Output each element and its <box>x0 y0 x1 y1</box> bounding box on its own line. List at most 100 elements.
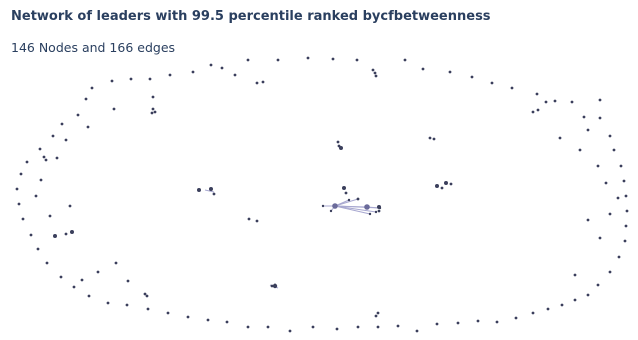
network-node[interactable] <box>616 196 620 200</box>
network-node[interactable] <box>428 136 432 140</box>
network-node[interactable] <box>624 224 628 228</box>
network-node[interactable] <box>72 285 76 289</box>
network-node[interactable] <box>255 219 259 223</box>
network-node[interactable] <box>435 184 439 188</box>
network-node[interactable] <box>510 86 514 90</box>
network-node[interactable] <box>272 283 278 289</box>
network-node[interactable] <box>168 73 172 77</box>
network-node[interactable] <box>444 181 448 185</box>
network-node[interactable] <box>150 111 154 115</box>
network-node[interactable] <box>64 138 68 142</box>
network-node[interactable] <box>376 325 380 329</box>
network-node[interactable] <box>125 303 129 307</box>
network-node[interactable] <box>432 137 436 141</box>
network-node[interactable] <box>335 327 339 331</box>
network-node[interactable] <box>415 329 419 333</box>
network-node[interactable] <box>355 58 359 62</box>
network-node[interactable] <box>255 81 259 85</box>
network-node[interactable] <box>21 217 25 221</box>
network-node[interactable] <box>625 209 629 213</box>
network-node[interactable] <box>374 74 378 78</box>
network-node[interactable] <box>44 158 48 162</box>
network-node[interactable] <box>64 232 68 236</box>
network-node[interactable] <box>321 204 325 208</box>
network-node[interactable] <box>311 325 315 329</box>
network-node[interactable] <box>19 172 23 176</box>
network-node[interactable] <box>560 303 564 307</box>
network-node[interactable] <box>396 324 400 328</box>
network-node[interactable] <box>87 294 91 298</box>
network-node[interactable] <box>582 115 586 119</box>
network-node[interactable] <box>197 188 201 192</box>
network-node[interactable] <box>449 182 453 186</box>
network-node[interactable] <box>476 319 480 323</box>
network-node[interactable] <box>42 155 46 159</box>
network-node[interactable] <box>373 71 377 75</box>
network-node[interactable] <box>344 191 348 195</box>
network-node[interactable] <box>80 278 84 282</box>
network-node[interactable] <box>612 148 616 152</box>
network-node[interactable] <box>553 99 557 103</box>
network-node[interactable] <box>84 97 88 101</box>
network-node[interactable] <box>608 270 612 274</box>
network-node[interactable] <box>596 164 600 168</box>
network-node[interactable] <box>247 217 251 221</box>
network-node[interactable] <box>86 125 90 129</box>
network-node[interactable] <box>59 275 63 279</box>
network-node[interactable] <box>558 136 562 140</box>
network-node[interactable] <box>374 210 378 214</box>
network-node[interactable] <box>598 236 602 240</box>
network-hub-node[interactable] <box>364 204 370 210</box>
network-node[interactable] <box>331 57 335 61</box>
network-node[interactable] <box>233 73 237 77</box>
network-node[interactable] <box>586 128 590 132</box>
network-node[interactable] <box>112 107 116 111</box>
network-node[interactable] <box>34 194 38 198</box>
network-node[interactable] <box>60 122 64 126</box>
network-node[interactable] <box>535 92 539 96</box>
network-node[interactable] <box>586 218 590 222</box>
network-node[interactable] <box>608 212 612 216</box>
network-node[interactable] <box>206 318 210 322</box>
network-node[interactable] <box>36 247 40 251</box>
network-node[interactable] <box>246 58 250 62</box>
network-node[interactable] <box>623 239 627 243</box>
network-node[interactable] <box>536 108 540 112</box>
network-node[interactable] <box>246 325 250 329</box>
network-node[interactable] <box>76 113 80 117</box>
network-node[interactable] <box>495 320 499 324</box>
network-node[interactable] <box>546 307 550 311</box>
network-node[interactable] <box>435 322 439 326</box>
network-node[interactable] <box>70 230 74 234</box>
network-node[interactable] <box>586 293 590 297</box>
network-node[interactable] <box>148 77 152 81</box>
network-node[interactable] <box>146 307 150 311</box>
network-node[interactable] <box>448 70 452 74</box>
network-node[interactable] <box>96 270 100 274</box>
network-node[interactable] <box>378 206 382 210</box>
network-node[interactable] <box>15 187 19 191</box>
network-node[interactable] <box>598 116 602 120</box>
network-node[interactable] <box>225 320 229 324</box>
network-node[interactable] <box>377 209 381 213</box>
network-node[interactable] <box>371 68 375 72</box>
network-node[interactable] <box>619 164 623 168</box>
network-node[interactable] <box>68 204 72 208</box>
network-node[interactable] <box>126 279 130 283</box>
network-node[interactable] <box>276 58 280 62</box>
network-node[interactable] <box>209 63 213 67</box>
network-node[interactable] <box>143 292 147 296</box>
network-node[interactable] <box>17 202 21 206</box>
network-node[interactable] <box>153 110 157 114</box>
network-node[interactable] <box>374 314 378 318</box>
network-node[interactable] <box>106 301 110 305</box>
network-node[interactable] <box>25 160 29 164</box>
network-node[interactable] <box>573 298 577 302</box>
network-node[interactable] <box>48 214 52 218</box>
network-node[interactable] <box>339 146 343 150</box>
network-node[interactable] <box>356 197 360 201</box>
network-node[interactable] <box>39 178 43 182</box>
network-node[interactable] <box>220 66 224 70</box>
network-node[interactable] <box>151 107 155 111</box>
